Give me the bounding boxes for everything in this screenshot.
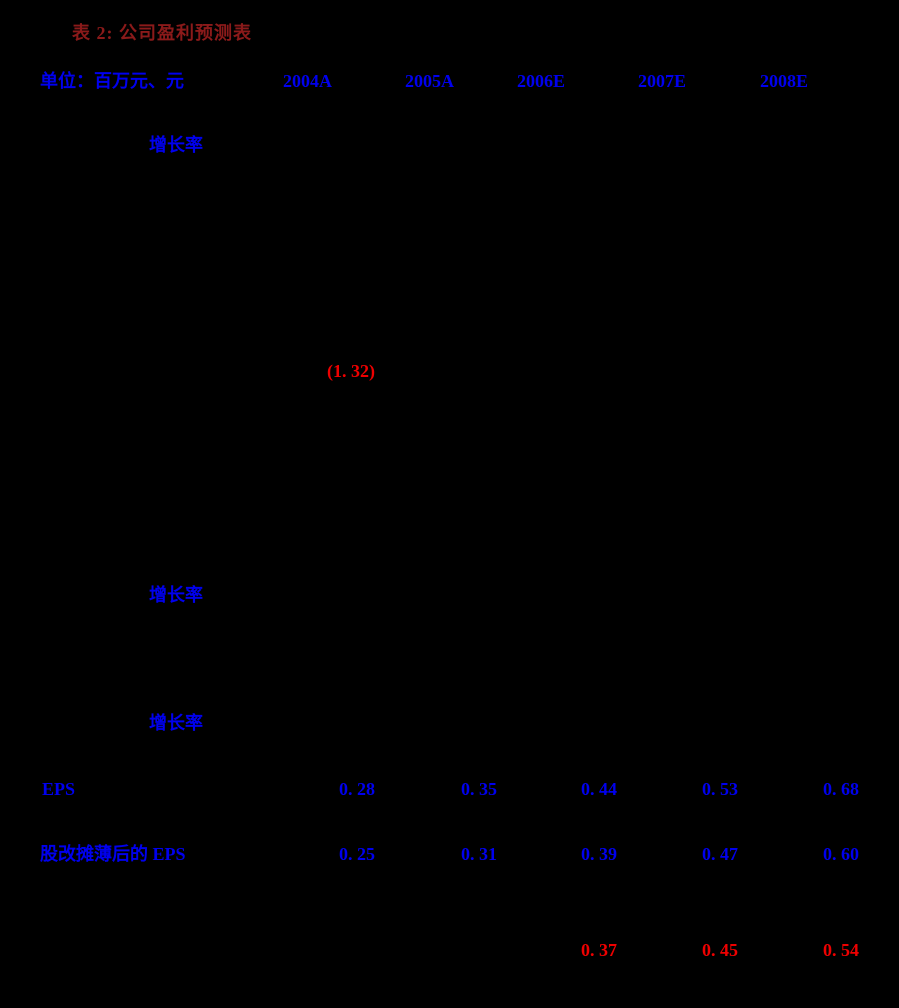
row-label-eps: EPS [42, 779, 76, 799]
column-header-2004a: 2004A [283, 71, 332, 91]
cell-eps-2004a: 0. 28 [339, 779, 375, 799]
cell-bottom-2008e: 0. 54 [823, 940, 859, 960]
cell-diluted-eps-2004a: 0. 25 [339, 844, 375, 864]
column-header-2005a: 2005A [405, 71, 454, 91]
cell-diluted-eps-2008e: 0. 60 [823, 844, 859, 864]
unit-label: 单位：百万元、元 [40, 71, 184, 91]
cell-eps-2006e: 0. 44 [581, 779, 617, 799]
cell-bottom-2006e: 0. 37 [581, 940, 617, 960]
column-header-2008e: 2008E [760, 71, 809, 91]
column-header-2007e: 2007E [638, 71, 687, 91]
cell-diluted-eps-2007e: 0. 47 [702, 844, 738, 864]
row-label-diluted-eps: 股改摊薄后的 EPS [40, 844, 186, 864]
cell-eps-2005a: 0. 35 [461, 779, 497, 799]
column-header-2006e: 2006E [517, 71, 566, 91]
table-title: 表 2: 公司盈利预测表 [72, 23, 252, 43]
cell-loss-value-2004a: (1. 32) [327, 361, 375, 381]
row-label-growth-rate-1: 增长率 [149, 135, 203, 155]
cell-eps-2008e: 0. 68 [823, 779, 859, 799]
cell-diluted-eps-2006e: 0. 39 [581, 844, 617, 864]
cell-bottom-2007e: 0. 45 [702, 940, 738, 960]
cell-diluted-eps-2005a: 0. 31 [461, 844, 497, 864]
row-label-growth-rate-3: 增长率 [149, 713, 203, 733]
cell-eps-2007e: 0. 53 [702, 779, 738, 799]
row-label-growth-rate-2: 增长率 [149, 585, 203, 605]
